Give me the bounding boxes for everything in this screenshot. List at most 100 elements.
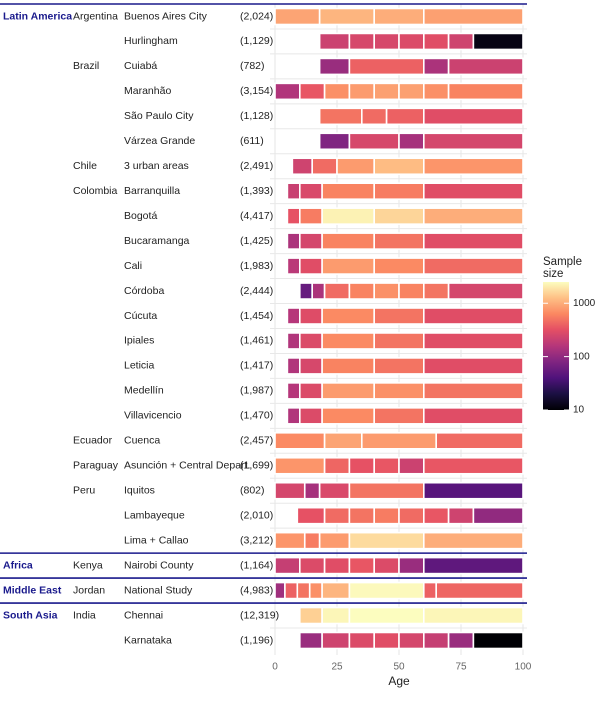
bar-segment: [321, 332, 375, 350]
bar-segment: [422, 132, 524, 151]
site-label: Lambayeque: [124, 509, 185, 521]
bar-segment: [348, 481, 425, 500]
bar-segment: [348, 556, 375, 575]
bar-segment: [308, 581, 323, 600]
bar-segment: [472, 631, 524, 650]
bar-segment: [398, 132, 425, 151]
bar-segment: [321, 357, 375, 375]
country-label: Peru: [73, 485, 95, 497]
bar-segment: [323, 506, 351, 525]
sample-size-label: (1,987): [240, 385, 273, 397]
region-label: Middle East: [3, 584, 62, 596]
bar-segment: [348, 606, 425, 625]
country-label: Ecuador: [73, 435, 113, 447]
site-label: Bucaramanga: [124, 235, 190, 247]
bar-segment: [323, 431, 363, 450]
sample-size-label: (2,010): [240, 509, 273, 521]
bar-segment: [435, 431, 524, 450]
bar-segment: [422, 357, 524, 375]
bar-segment: [348, 506, 375, 525]
bar-segment: [336, 157, 376, 176]
bar-segment: [373, 82, 400, 101]
bar-segment: [298, 307, 323, 325]
bar-segment: [321, 407, 375, 425]
bar-segment: [422, 456, 524, 475]
sample-size-label: (4,417): [240, 210, 273, 222]
bar-segment: [348, 132, 400, 151]
bar-segment: [422, 531, 524, 550]
sample-size-label: (782): [240, 60, 265, 72]
x-tick-label: 100: [515, 662, 532, 673]
bar-segment: [286, 182, 301, 200]
bar-segment: [321, 382, 375, 400]
site-label: Barranquilla: [124, 185, 180, 197]
bar-segment: [348, 456, 375, 475]
region-label: Africa: [3, 559, 33, 571]
country-label: Argentina: [73, 10, 118, 22]
bar-segment: [373, 282, 400, 300]
sample-size-label: (802): [240, 485, 265, 497]
bar-segment: [422, 282, 450, 300]
bar-segment: [373, 232, 425, 250]
bar-segment: [422, 307, 524, 325]
bar-segment: [422, 631, 450, 650]
bar-segment: [422, 581, 437, 600]
bar-segment: [298, 332, 323, 350]
country-label: Jordan: [73, 584, 105, 596]
bar-segment: [360, 107, 388, 126]
bar-segment: [373, 207, 425, 225]
country-label: Chile: [73, 160, 97, 172]
bar-segment: [318, 481, 351, 500]
sample-size-label: (2,457): [240, 435, 273, 447]
bar-segment: [274, 581, 286, 600]
bar-segment: [348, 581, 425, 600]
bar-segment: [373, 332, 425, 350]
bar-segment: [286, 307, 301, 325]
bar-segment: [296, 581, 311, 600]
bar-segment: [296, 506, 326, 525]
bar-segment: [472, 32, 524, 51]
bar-segment: [373, 357, 425, 375]
legend-title: size: [543, 268, 563, 280]
bar-segment: [286, 332, 301, 350]
bar-segment: [286, 382, 301, 400]
bar-segment: [274, 82, 301, 101]
legend-tick-label: 10: [573, 405, 585, 416]
bar-segment: [422, 207, 524, 225]
bar-segment: [286, 207, 301, 225]
bar-segment: [422, 107, 524, 126]
bar-segment: [447, 82, 524, 101]
legend-title: Sample: [543, 256, 582, 268]
bar-segment: [348, 631, 375, 650]
site-label: Medellín: [124, 385, 164, 397]
bar-segment: [298, 207, 323, 225]
bar-segment: [373, 556, 400, 575]
sample-size-label: (1,461): [240, 335, 273, 347]
bar-segment: [373, 382, 425, 400]
bar-segment: [447, 506, 475, 525]
bar-segment: [447, 631, 475, 650]
site-label: Lima + Callao: [124, 534, 189, 546]
bar-segment: [323, 556, 351, 575]
bar-segment: [298, 82, 326, 101]
bar-segment: [318, 32, 351, 51]
bar-segment: [321, 606, 351, 625]
x-tick-label: 0: [272, 662, 278, 673]
site-label: Várzea Grande: [124, 135, 195, 147]
site-label: Iquitos: [124, 485, 155, 497]
bar-segment: [422, 82, 450, 101]
bar-segment: [373, 407, 425, 425]
bar-segment: [321, 182, 375, 200]
legend-tick-label: 1000: [573, 298, 596, 309]
bar-segment: [323, 82, 351, 101]
bar-segment: [298, 232, 323, 250]
site-label: Maranhão: [124, 85, 171, 97]
bar-segment: [447, 32, 475, 51]
bar-segment: [323, 456, 351, 475]
bar-segment: [274, 7, 321, 26]
bar-segment: [321, 257, 375, 275]
bar-segment: [318, 107, 363, 126]
bar-segment: [298, 407, 323, 425]
bar-segment: [373, 307, 425, 325]
